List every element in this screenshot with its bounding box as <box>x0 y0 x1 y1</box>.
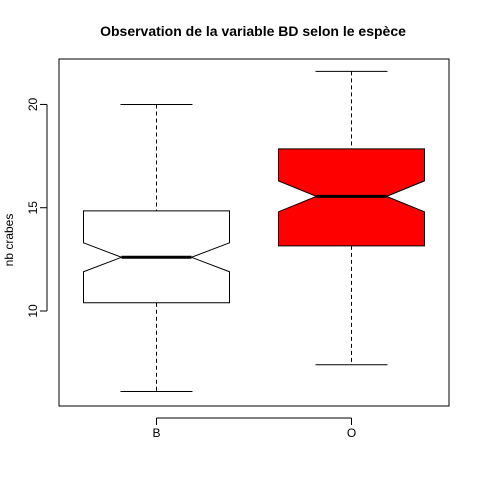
y-tick-label: 10 <box>26 304 40 318</box>
plot-frame <box>58 58 450 407</box>
chart-marks: 10 15 20 B O <box>26 70 425 440</box>
x-tick-label: B <box>152 426 160 440</box>
y-tick-label: 20 <box>26 97 40 111</box>
chart-title: Observation de la variable BD selon le e… <box>100 23 406 39</box>
x-tick-label: O <box>347 426 356 440</box>
y-tick-label: 15 <box>26 201 40 215</box>
y-axis-label: nb crabes <box>2 214 16 267</box>
